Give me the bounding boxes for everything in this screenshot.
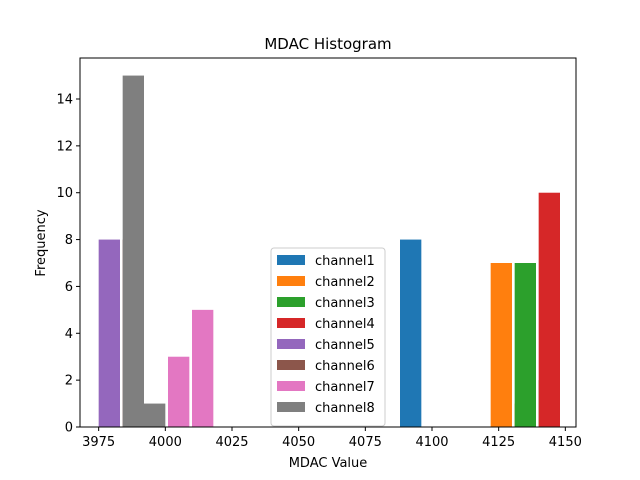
- y-tick-label: 4: [65, 327, 73, 342]
- x-tick-label: 4100: [415, 435, 448, 450]
- bar-channel2-0: [490, 263, 512, 427]
- x-tick-label: 4025: [215, 435, 248, 450]
- y-tick-label: 10: [56, 186, 73, 201]
- bar-channel3-0: [514, 263, 536, 427]
- x-tick-label: 4075: [349, 435, 382, 450]
- plot-area: [98, 75, 560, 428]
- x-tick-label: 4050: [282, 435, 315, 450]
- x-tick-label: 4125: [482, 435, 515, 450]
- legend-label-channel7: channel7: [315, 380, 375, 395]
- legend-swatch-channel1: [277, 255, 305, 265]
- legend-label-channel6: channel6: [315, 359, 375, 374]
- bar-channel7-1: [192, 309, 214, 427]
- x-axis-label: MDAC Value: [289, 456, 368, 471]
- bar-channel1-0: [400, 239, 422, 427]
- legend-label-channel4: channel4: [315, 317, 375, 332]
- legend-label-channel3: channel3: [315, 296, 375, 311]
- legend-swatch-channel7: [277, 381, 305, 391]
- legend-swatch-channel6: [277, 360, 305, 370]
- legend-swatch-channel5: [277, 339, 305, 349]
- legend-label-channel1: channel1: [315, 254, 375, 269]
- legend-swatch-channel8: [277, 402, 305, 412]
- bar-channel8-1: [144, 403, 166, 427]
- y-tick-label: 2: [65, 374, 73, 389]
- axes-frame: [79, 57, 577, 428]
- legend-swatch-channel3: [277, 297, 305, 307]
- x-tick-label: 4150: [549, 435, 582, 450]
- y-tick-label: 8: [65, 233, 73, 248]
- x-axis-ticks: 3975 4000 4025 4050 4075 4100 4125 4150: [82, 427, 582, 450]
- legend: channel1 channel2 channel3 channel4 channel5…: [270, 247, 386, 427]
- y-axis-ticks: 0 2 4 6 8 10 12 14: [56, 93, 80, 436]
- legend-swatch-channel4: [277, 318, 305, 328]
- y-tick-label: 6: [65, 280, 73, 295]
- legend-label-channel5: channel5: [315, 338, 375, 353]
- y-axis-label: Frequency: [34, 209, 49, 276]
- chart-title: MDAC Histogram: [264, 35, 391, 53]
- x-tick-label: 4000: [149, 435, 182, 450]
- y-tick-label: 0: [65, 421, 73, 436]
- bar-channel7-0: [168, 356, 190, 427]
- bar-channel4-0: [538, 192, 560, 427]
- y-tick-label: 12: [56, 139, 73, 154]
- legend-label-channel2: channel2: [315, 275, 375, 290]
- y-tick-label: 14: [56, 93, 73, 108]
- bar-channel5-0: [98, 239, 120, 427]
- legend-swatch-channel2: [277, 276, 305, 286]
- legend-label-channel8: channel8: [315, 401, 375, 416]
- x-tick-label: 3975: [82, 435, 115, 450]
- bar-channel8-0: [122, 75, 144, 428]
